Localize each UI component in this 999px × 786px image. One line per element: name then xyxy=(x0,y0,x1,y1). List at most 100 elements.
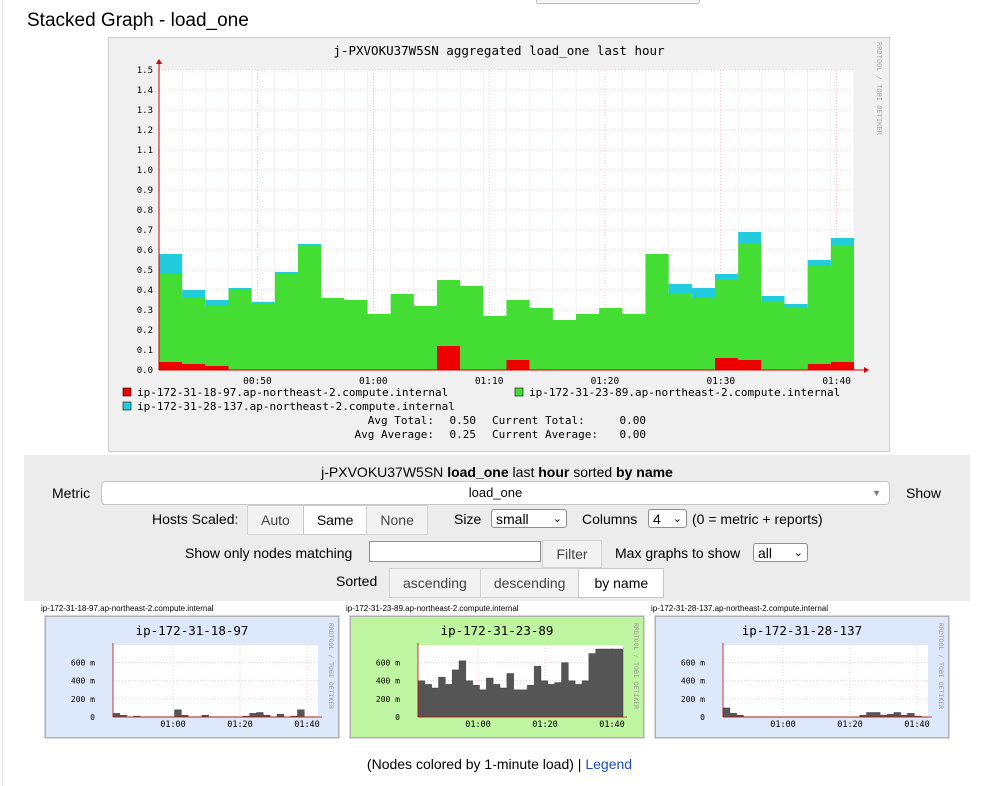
x-tick-label: 01:20 xyxy=(591,376,620,387)
y-tick-label: 0.7 xyxy=(137,226,153,236)
sort-by-name[interactable]: by name xyxy=(578,568,665,598)
rrdtool-watermark: RRDTOOL / TOBI OETIKER xyxy=(327,623,335,709)
y-axis-arrow xyxy=(156,59,162,64)
node-graph[interactable]: ip-172-31-23-89 600 m 400 m 200 m 0 01:00 01:2… xyxy=(350,616,644,738)
stat-value: 0.00 xyxy=(620,428,647,441)
show-label: Show xyxy=(906,485,942,501)
max-graphs-label: Max graphs to show xyxy=(615,545,741,561)
chart-title: j-PXVOKU37W5SN aggregated load_one last … xyxy=(333,43,665,58)
sort-descending[interactable]: descending xyxy=(479,568,580,598)
footer-text: (Nodes colored by 1-minute load) | xyxy=(366,756,582,772)
y-tick-label: 0.0 xyxy=(137,366,153,376)
x-tick-label: 01:40 xyxy=(294,720,320,730)
panel-title: j-PXVOKU37W5SN load_one last hour sorted… xyxy=(24,464,970,480)
y-tick-label: 1.5 xyxy=(137,66,153,76)
chevron-down-icon: ⌄ xyxy=(793,547,803,559)
metric-select-value: load_one xyxy=(468,485,523,500)
y-tick-label: 1.1 xyxy=(137,146,153,156)
y-tick-label: 400 m xyxy=(376,677,400,686)
rrdtool-watermark: RRDTOOL / TOBI OETIKER xyxy=(875,42,883,136)
y-tick-label: 400 m xyxy=(71,677,95,686)
panel-title-metric: load_one xyxy=(447,464,509,480)
y-tick-label: 1.3 xyxy=(137,106,153,116)
y-tick-label: 200 m xyxy=(681,695,705,704)
stat-label: Avg Average: xyxy=(355,428,434,441)
y-tick-label: 0.8 xyxy=(137,206,153,216)
y-tick-label: 200 m xyxy=(376,695,400,704)
node-graph[interactable]: ip-172-31-18-97 600 m 400 m 200 m 0 01:00 01:2… xyxy=(45,616,339,738)
top-select-edge[interactable] xyxy=(536,0,700,4)
legend-link[interactable]: Legend xyxy=(585,756,633,772)
y-tick-label: 600 m xyxy=(71,659,95,668)
controls-panel: j-PXVOKU37W5SN load_one last hour sorted… xyxy=(24,455,970,601)
y-tick-label: 1.4 xyxy=(137,86,153,96)
filter-input[interactable] xyxy=(369,541,541,562)
panel-title-sorted: sorted xyxy=(573,464,613,480)
metric-select[interactable]: load_one ▼ xyxy=(101,481,890,505)
x-tick-label: 01:00 xyxy=(160,720,186,730)
hosts-scaled-none[interactable]: None xyxy=(366,505,428,535)
chevron-down-icon: ⌄ xyxy=(552,513,562,525)
stat-value: 0.00 xyxy=(620,414,647,427)
y-tick-label: 200 m xyxy=(71,695,95,704)
hosts-scaled-same[interactable]: Same xyxy=(302,505,368,535)
y-tick-label: 600 m xyxy=(376,659,400,668)
legend-label: ip-172-31-18-97.ap-northeast-2.compute.i… xyxy=(137,386,448,399)
metric-label: Metric xyxy=(52,485,91,501)
y-tick-label: 0.6 xyxy=(137,246,153,256)
node-caption[interactable]: ip-172-31-23-89.ap-northeast-2.compute.i… xyxy=(346,604,519,613)
y-tick-label: 1.0 xyxy=(137,166,153,176)
node-plot-area xyxy=(113,645,318,717)
y-tick-label: 0.2 xyxy=(137,326,153,336)
node-load-area xyxy=(417,648,624,718)
columns-note: (0 = metric + reports) xyxy=(692,511,823,527)
x-tick-label: 01:10 xyxy=(475,376,504,387)
node-graph-svg: ip-172-31-28-137 600 m 400 m 200 m 0 01:00 01:… xyxy=(656,617,948,737)
legend-label: ip-172-31-28-137.ap-northeast-2.compute.… xyxy=(137,400,455,413)
node-graph-svg: ip-172-31-23-89 600 m 400 m 200 m 0 01:00 01:2… xyxy=(351,617,643,737)
node-caption[interactable]: ip-172-31-28-137.ap-northeast-2.compute.… xyxy=(651,604,828,613)
sort-ascending[interactable]: ascending xyxy=(389,568,481,598)
legend-label: ip-172-31-23-89.ap-northeast-2.compute.i… xyxy=(529,386,840,399)
panel-title-range: hour xyxy=(538,464,570,480)
x-tick-label: 01:00 xyxy=(770,720,796,730)
node-graph[interactable]: ip-172-31-28-137 600 m 400 m 200 m 0 01:00 01:… xyxy=(655,616,949,738)
stacked-graph[interactable]: j-PXVOKU37W5SN aggregated load_one last … xyxy=(108,37,890,452)
node-plot-area xyxy=(723,645,928,717)
size-label: Size xyxy=(454,511,482,527)
y-tick-label: 0 xyxy=(700,713,705,722)
columns-label: Columns xyxy=(582,511,638,527)
y-tick-label: 1.2 xyxy=(137,126,153,136)
node-caption[interactable]: ip-172-31-18-97.ap-northeast-2.compute.i… xyxy=(41,604,214,613)
stacked-graph-svg: j-PXVOKU37W5SN aggregated load_one last … xyxy=(122,42,883,441)
stat-label: Avg Total: xyxy=(368,414,434,427)
x-tick-label: 01:20 xyxy=(227,720,253,730)
footer: (Nodes colored by 1-minute load) | Legen… xyxy=(0,756,999,772)
panel-title-last: last xyxy=(512,464,535,480)
x-tick-label: 01:20 xyxy=(837,720,863,730)
y-tick-label: 0 xyxy=(90,713,95,722)
y-tick-label: 0.9 xyxy=(137,186,153,196)
sorted-label: Sorted xyxy=(336,573,378,589)
stat-value: 0.25 xyxy=(450,428,477,441)
panel-title-host: j-PXVOKU37W5SN xyxy=(321,464,444,480)
hosts-scaled-toggle: Auto Same None xyxy=(247,505,428,535)
x-tick-label: 01:20 xyxy=(532,720,558,730)
rrdtool-watermark: RRDTOOL / TOBI OETIKER xyxy=(937,623,945,709)
legend-swatch xyxy=(514,387,524,397)
x-tick-label: 01:40 xyxy=(822,376,851,387)
columns-select-value: 4 xyxy=(653,511,661,527)
panel-title-by: by name xyxy=(616,464,673,480)
y-tick-label: 600 m xyxy=(681,659,705,668)
page-title: Stacked Graph - load_one xyxy=(27,10,249,31)
columns-select[interactable]: 4 ⌄ xyxy=(648,509,687,528)
size-select[interactable]: small ⌄ xyxy=(491,509,567,528)
max-graphs-select[interactable]: all ⌄ xyxy=(753,543,808,562)
filter-button[interactable]: Filter xyxy=(542,540,602,568)
stat-label: Current Average: xyxy=(492,428,598,441)
sort-toggle: ascending descending by name xyxy=(389,568,665,598)
legend-swatch xyxy=(122,387,132,397)
x-axis-arrow xyxy=(864,367,869,373)
node-graph-svg: ip-172-31-18-97 600 m 400 m 200 m 0 01:00 01:2… xyxy=(46,617,338,737)
hosts-scaled-auto[interactable]: Auto xyxy=(247,505,304,535)
